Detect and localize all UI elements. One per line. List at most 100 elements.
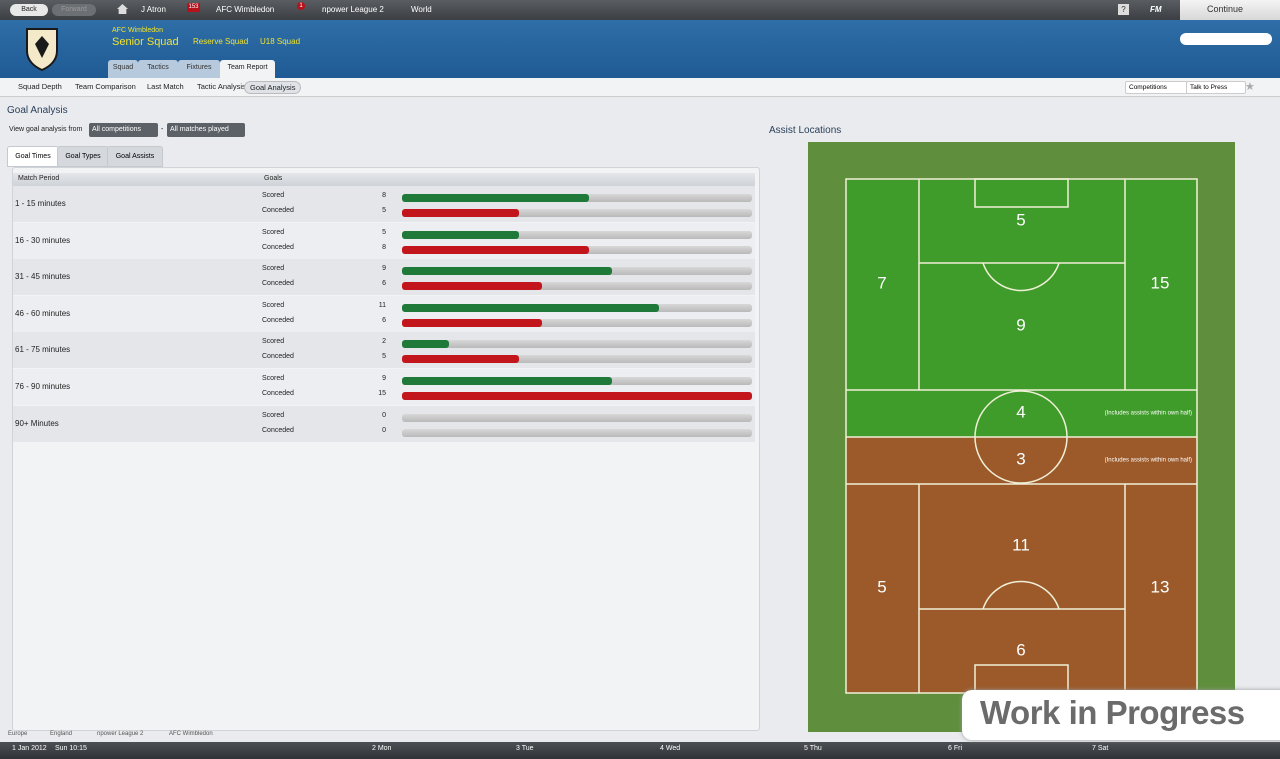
zone-count: 15 bbox=[1151, 273, 1170, 292]
watermark-badge bbox=[962, 690, 1280, 740]
filter-dropdown[interactable]: All competitions bbox=[89, 123, 158, 137]
zone-count: 5 bbox=[1016, 210, 1025, 229]
zone-count: 9 bbox=[1016, 315, 1025, 334]
goal-type-label: Scored bbox=[262, 192, 285, 199]
analysis-tab[interactable]: Goal Times bbox=[7, 146, 59, 167]
goal-count: 0 bbox=[382, 426, 386, 434]
column-header: Match Period bbox=[18, 175, 60, 182]
calendar-day[interactable]: 7 Sat bbox=[1092, 745, 1109, 752]
sub-nav-item[interactable]: Tactic Analysis bbox=[197, 82, 246, 91]
goal-type-label: Conceded bbox=[262, 243, 294, 251]
goal-count: 9 bbox=[382, 265, 386, 273]
goal-count: 5 bbox=[382, 228, 386, 236]
zone-note: (Includes assists within own half) bbox=[1105, 411, 1192, 417]
calendar-day[interactable]: 3 Tue bbox=[516, 745, 534, 752]
goal-count: 6 bbox=[382, 316, 386, 324]
goal-bar bbox=[402, 318, 542, 327]
goal-bar bbox=[402, 245, 589, 254]
breadcrumb-item[interactable]: AFC Wimbledon bbox=[169, 731, 213, 737]
header-tab[interactable]: Tactics bbox=[138, 60, 178, 78]
period-label: 46 - 60 minutes bbox=[15, 308, 71, 318]
breadcrumb-item[interactable]: England bbox=[50, 731, 73, 737]
goal-bar bbox=[402, 267, 612, 276]
bar-track bbox=[402, 282, 752, 291]
breadcrumb-item[interactable]: Europe bbox=[8, 731, 28, 737]
fm-menu[interactable]: FM bbox=[1150, 5, 1162, 14]
calendar-day[interactable]: 4 Wed bbox=[660, 745, 681, 752]
club-menu[interactable]: AFC Wimbledon bbox=[216, 5, 275, 14]
goal-count: 5 bbox=[382, 353, 386, 361]
period-label: 90+ Minutes bbox=[15, 418, 59, 428]
calendar-day[interactable]: 6 Fri bbox=[948, 745, 962, 752]
zone-count: 11 bbox=[1012, 535, 1030, 554]
back-button[interactable]: Back bbox=[10, 4, 48, 16]
goal-bar bbox=[402, 303, 659, 312]
calendar-day[interactable]: 2 Mon bbox=[372, 745, 392, 752]
bar-track bbox=[402, 340, 752, 349]
goal-type-label: Conceded bbox=[262, 280, 294, 288]
zone-count: 6 bbox=[1016, 640, 1025, 659]
goal-count: 8 bbox=[382, 192, 386, 199]
league-menu[interactable]: npower League 2 bbox=[322, 5, 384, 14]
analysis-tab[interactable]: Goal Assists bbox=[107, 146, 163, 167]
goal-count: 0 bbox=[382, 411, 386, 419]
help-button[interactable]: ? bbox=[1118, 4, 1129, 15]
goal-bar bbox=[402, 209, 519, 217]
sub-nav-button[interactable]: Competitions bbox=[1125, 81, 1188, 94]
header-tab[interactable]: Squad bbox=[108, 60, 138, 78]
calendar-day[interactable]: 5 Thu bbox=[804, 745, 822, 752]
goal-type-label: Conceded bbox=[262, 390, 294, 397]
goal-bar bbox=[402, 392, 752, 400]
goal-type-label: Scored bbox=[262, 301, 285, 309]
sub-nav-item[interactable]: Goal Analysis bbox=[244, 81, 302, 94]
header-tab[interactable]: Team Report bbox=[220, 60, 275, 78]
goal-count: 2 bbox=[382, 338, 386, 346]
goal-type-label: Scored bbox=[262, 265, 285, 273]
goal-count: 5 bbox=[382, 207, 386, 214]
bar-track bbox=[402, 318, 752, 327]
home-icon[interactable] bbox=[117, 4, 128, 14]
sub-nav-button[interactable]: Talk to Press bbox=[1186, 81, 1246, 94]
goal-type-label: Conceded bbox=[262, 426, 294, 434]
squad-name: Senior Squad bbox=[112, 36, 179, 48]
sub-nav-item[interactable]: Last Match bbox=[147, 82, 184, 91]
continue-area bbox=[1180, 0, 1280, 20]
filter-label: View goal analysis from bbox=[9, 126, 83, 133]
goal-bar bbox=[402, 355, 519, 364]
squad-link[interactable]: U18 Squad bbox=[260, 37, 301, 46]
period-label: 61 - 75 minutes bbox=[15, 345, 71, 355]
forward-button[interactable]: Forward bbox=[52, 4, 96, 16]
header-tab[interactable]: Fixtures bbox=[178, 60, 220, 78]
sub-nav-item[interactable]: Team Comparison bbox=[75, 82, 136, 91]
calendar-date: 1 Jan 2012 bbox=[12, 745, 47, 752]
watermark: Work in Progress bbox=[980, 694, 1245, 731]
zone-count: 5 bbox=[877, 577, 886, 596]
calendar-time: Sun 10:15 bbox=[55, 745, 87, 752]
assist-pitch: 5 7 15 9 4 3 11 5 13 6 (Includes assists within ow… bbox=[808, 142, 1235, 732]
top-bar bbox=[0, 0, 1280, 20]
manager-menu[interactable]: J Atron bbox=[141, 5, 166, 14]
zone-count: 7 bbox=[877, 273, 886, 292]
club-name: AFC Wimbledon bbox=[112, 27, 163, 34]
analysis-tab[interactable]: Goal Types bbox=[57, 146, 109, 167]
breadcrumb-item[interactable]: npower League 2 bbox=[97, 731, 144, 737]
column-header: Goals bbox=[264, 175, 283, 182]
goal-bar bbox=[402, 377, 612, 385]
world-menu[interactable]: World bbox=[411, 5, 432, 14]
goal-type-label: Scored bbox=[262, 228, 285, 236]
bar-track bbox=[402, 428, 752, 437]
news-badge[interactable]: 1 bbox=[297, 2, 305, 10]
bar-track bbox=[402, 230, 752, 239]
goal-type-label: Conceded bbox=[262, 316, 294, 324]
sub-nav-item[interactable]: Squad Depth bbox=[18, 82, 62, 91]
goal-type-label: Scored bbox=[262, 338, 285, 346]
search-box[interactable] bbox=[1180, 33, 1272, 45]
squad-link[interactable]: Reserve Squad bbox=[193, 37, 249, 46]
section-title: Assist Locations bbox=[769, 125, 842, 136]
inbox-badge[interactable]: 153 bbox=[187, 3, 200, 12]
goal-bar bbox=[402, 194, 589, 202]
filter-dropdown[interactable]: All matches played bbox=[167, 123, 245, 137]
bar-track bbox=[402, 355, 752, 364]
continue-button[interactable]: Continue bbox=[1207, 4, 1244, 14]
favourite-star[interactable]: ★ bbox=[1245, 81, 1255, 93]
